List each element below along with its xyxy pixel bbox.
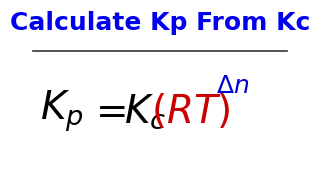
Text: $K_p$: $K_p$ (40, 88, 84, 134)
Text: $(RT)$: $(RT)$ (151, 92, 230, 131)
Text: $\Delta n$: $\Delta n$ (216, 75, 250, 98)
Text: $K_c$: $K_c$ (124, 92, 166, 130)
Text: $=$: $=$ (88, 92, 126, 130)
Text: Calculate Kp From Kc: Calculate Kp From Kc (10, 11, 310, 35)
